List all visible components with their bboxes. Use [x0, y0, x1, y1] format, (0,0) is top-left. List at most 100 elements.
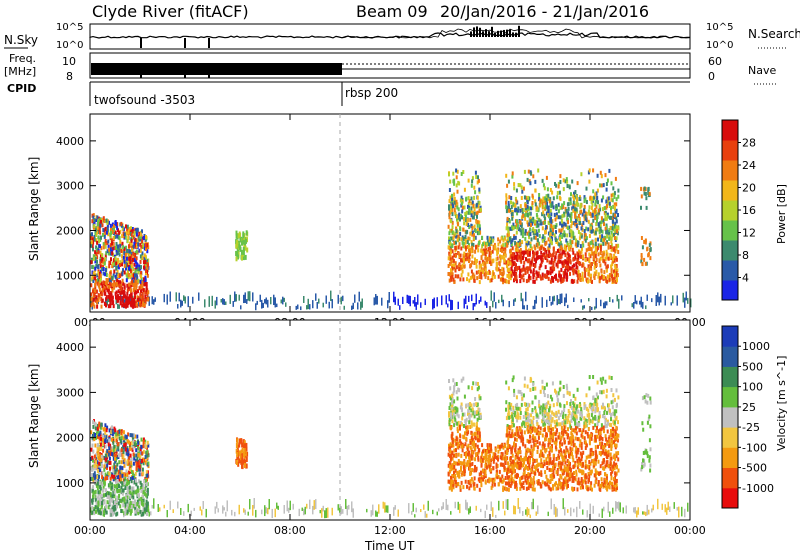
echo-cell: [456, 461, 459, 466]
echo-cell: [473, 235, 476, 240]
echo-cell: [420, 509, 422, 513]
echo-cell: [241, 447, 244, 453]
echo-cell: [615, 197, 618, 202]
echo-cell: [110, 257, 112, 262]
echo-cell: [101, 284, 104, 289]
echo-cell: [545, 195, 548, 200]
echo-cell: [538, 266, 541, 271]
echo-cell: [532, 279, 535, 284]
echo-cell: [128, 489, 131, 494]
echo-cell: [509, 270, 512, 275]
echo-cell: [477, 231, 480, 236]
echo-cell: [451, 255, 454, 260]
echo-cell: [510, 254, 513, 259]
echo-cell: [313, 500, 315, 510]
echo-cell: [505, 200, 507, 205]
echo-cell: [140, 483, 143, 487]
echo-cell: [539, 221, 542, 226]
echo-cell: [495, 514, 497, 518]
echo-cell: [330, 290, 332, 301]
echo-cell: [516, 418, 519, 423]
echo-cell: [476, 387, 479, 392]
echo-cell: [99, 486, 102, 491]
echo-cell: [548, 214, 551, 219]
echo-cell: [126, 491, 129, 496]
echo-cell: [673, 502, 675, 509]
echo-cell: [236, 438, 239, 444]
echo-cell: [116, 295, 119, 300]
echo-cell: [615, 202, 618, 207]
echo-cell: [532, 262, 535, 267]
echo-cell: [453, 253, 456, 258]
echo-cell: [592, 168, 595, 173]
echo-cell: [457, 251, 460, 256]
echo-cell: [508, 402, 511, 407]
echo-cell: [528, 258, 531, 263]
echo-cell: [504, 253, 507, 258]
echo-cell: [116, 484, 118, 488]
echo-cell: [517, 434, 520, 439]
echo-cell: [612, 429, 615, 434]
echo-cell: [105, 295, 108, 300]
echo-cell: [133, 276, 136, 281]
echo-cell: [544, 413, 547, 418]
echo-cell: [111, 449, 114, 454]
echo-cell: [562, 250, 565, 254]
echo-cell: [517, 206, 520, 211]
echo-cell: [99, 494, 102, 499]
echo-cell: [106, 463, 109, 468]
echo-cell: [135, 489, 138, 494]
echo-cell: [411, 511, 413, 515]
echo-cell: [245, 457, 248, 462]
echo-cell: [119, 291, 122, 296]
echo-cell: [492, 238, 495, 243]
echo-cell: [120, 285, 123, 290]
echo-cell: [147, 263, 149, 268]
echo-cell: [664, 295, 666, 306]
echo-cell: [599, 263, 602, 268]
echo-cell: [609, 226, 612, 230]
echo-cell: [474, 465, 476, 469]
echo-cell: [455, 229, 458, 234]
echo-cell: [132, 282, 135, 287]
echo-cell: [515, 245, 518, 250]
echo-cell: [175, 292, 177, 302]
echo-cell: [321, 508, 323, 518]
echo-cell: [593, 273, 596, 278]
echo-cell: [562, 205, 565, 209]
echo-cell: [476, 421, 478, 426]
echo-cell: [129, 465, 132, 470]
echo-cell: [96, 225, 99, 230]
echo-cell: [109, 476, 112, 481]
echo-cell: [610, 205, 612, 210]
echo-cell: [510, 266, 513, 271]
echo-cell: [467, 210, 470, 215]
echo-cell: [504, 454, 507, 459]
echo-cell: [95, 455, 98, 460]
echo-cell: [109, 468, 112, 473]
echo-cell: [264, 299, 266, 304]
echo-cell: [91, 489, 94, 494]
echo-cell: [145, 237, 147, 242]
echo-cell: [463, 187, 466, 192]
echo-cell: [328, 301, 330, 309]
echo-cell: [549, 188, 552, 192]
echo-cell: [541, 272, 544, 277]
echo-cell: [562, 178, 565, 183]
nsky-dip: [140, 38, 142, 48]
echo-cell: [139, 300, 142, 305]
echo-cell: [490, 290, 492, 301]
echo-cell: [690, 298, 692, 308]
echo-cell: [532, 305, 534, 310]
echo-cell: [584, 238, 587, 243]
echo-cell: [133, 433, 135, 438]
echo-cell: [113, 444, 116, 449]
echo-cell: [132, 489, 135, 494]
echo-cell: [508, 483, 511, 488]
echo-cell: [471, 254, 474, 259]
echo-cell: [597, 222, 600, 227]
echo-cell: [157, 504, 159, 512]
echo-cell: [91, 243, 94, 248]
echo-cell: [469, 217, 472, 222]
echo-cell: [540, 245, 543, 250]
